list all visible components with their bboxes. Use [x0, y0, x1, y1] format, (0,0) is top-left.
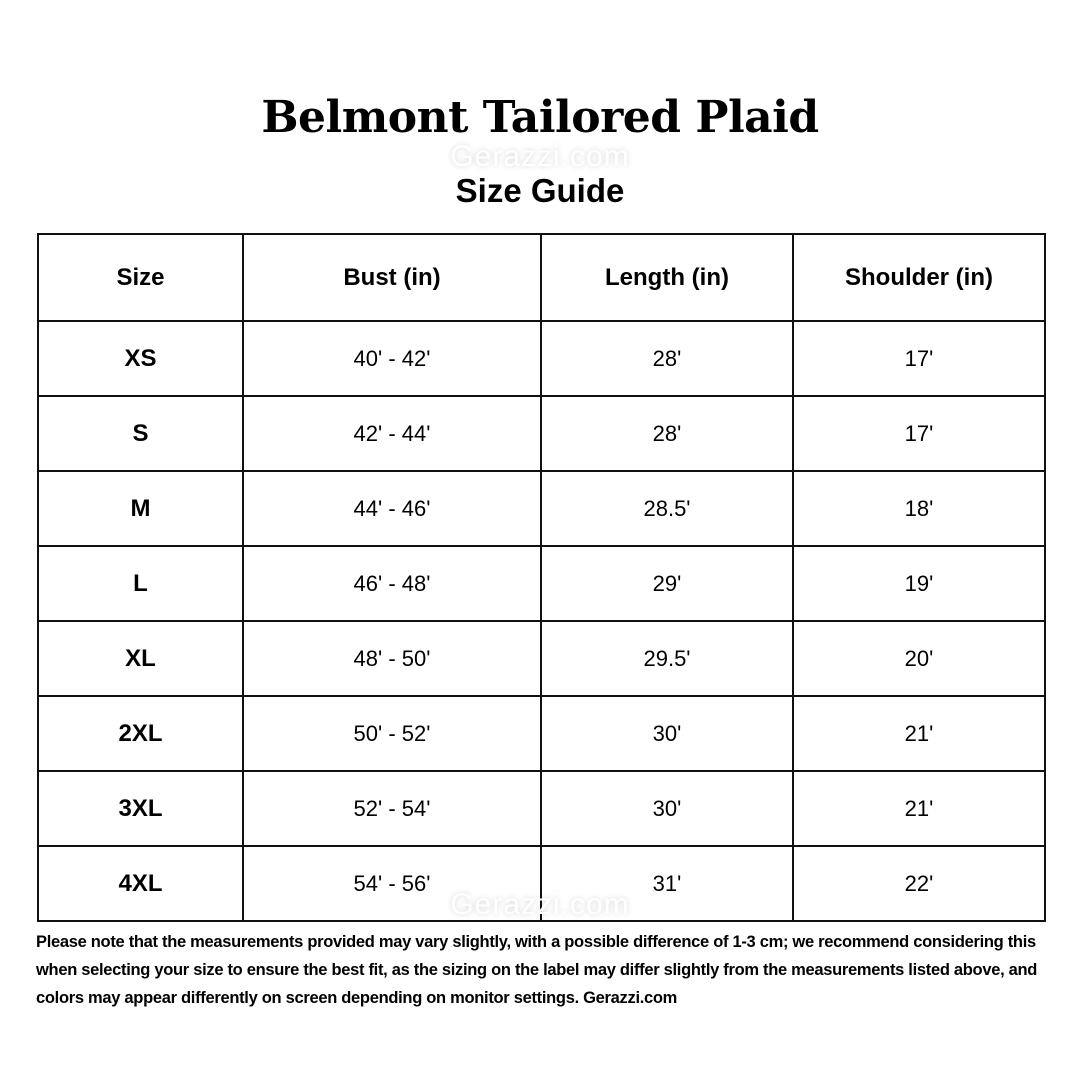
- table-row: S 42' - 44' 28' 17': [37, 395, 1046, 472]
- cell-size: XL: [37, 620, 244, 697]
- cell-size: L: [37, 545, 244, 622]
- table-row: 3XL 52' - 54' 30' 21': [37, 770, 1046, 847]
- cell-length: 28': [540, 320, 794, 397]
- page-title: Belmont Tailored Plaid: [261, 92, 819, 143]
- cell-size: 3XL: [37, 770, 244, 847]
- cell-shoulder: 22': [792, 845, 1046, 922]
- cell-shoulder: 17': [792, 320, 1046, 397]
- cell-size: 4XL: [37, 845, 244, 922]
- cell-shoulder: 18': [792, 470, 1046, 547]
- header-length: Length (in): [540, 233, 794, 322]
- cell-length: 30': [540, 695, 794, 772]
- cell-length: 28.5': [540, 470, 794, 547]
- cell-bust: 52' - 54': [242, 770, 542, 847]
- cell-shoulder: 19': [792, 545, 1046, 622]
- cell-bust: 40' - 42': [242, 320, 542, 397]
- page-subtitle: Size Guide: [455, 172, 625, 209]
- cell-bust: 48' - 50': [242, 620, 542, 697]
- table-row: M 44' - 46' 28.5' 18': [37, 470, 1046, 547]
- cell-bust: 44' - 46': [242, 470, 542, 547]
- disclaimer-note: Please note that the measurements provid…: [36, 933, 1038, 1007]
- table-header-row: Size Bust (in) Length (in) Shoulder (in): [37, 233, 1046, 322]
- cell-shoulder: 20': [792, 620, 1046, 697]
- table-row: XL 48' - 50' 29.5' 20': [37, 620, 1046, 697]
- table-row: 4XL 54' - 56' 31' 22': [37, 845, 1046, 922]
- cell-length: 28': [540, 395, 794, 472]
- cell-bust: 50' - 52': [242, 695, 542, 772]
- cell-shoulder: 17': [792, 395, 1046, 472]
- header-size: Size: [37, 233, 244, 322]
- cell-size: 2XL: [37, 695, 244, 772]
- cell-size: M: [37, 470, 244, 547]
- cell-length: 29': [540, 545, 794, 622]
- cell-bust: 54' - 56': [242, 845, 542, 922]
- cell-shoulder: 21': [792, 770, 1046, 847]
- cell-size: S: [37, 395, 244, 472]
- table-row: XS 40' - 42' 28' 17': [37, 320, 1046, 397]
- cell-bust: 46' - 48': [242, 545, 542, 622]
- cell-shoulder: 21': [792, 695, 1046, 772]
- cell-bust: 42' - 44': [242, 395, 542, 472]
- watermark-bottom: Gerazzi.com: [450, 888, 630, 921]
- cell-length: 31': [540, 845, 794, 922]
- table-row: L 46' - 48' 29' 19': [37, 545, 1046, 622]
- size-table: Size Bust (in) Length (in) Shoulder (in)…: [37, 233, 1046, 922]
- cell-length: 29.5': [540, 620, 794, 697]
- header-bust: Bust (in): [242, 233, 542, 322]
- watermark-top: Gerazzi.com: [450, 140, 630, 173]
- cell-length: 30': [540, 770, 794, 847]
- header-shoulder: Shoulder (in): [792, 233, 1046, 322]
- cell-size: XS: [37, 320, 244, 397]
- table-row: 2XL 50' - 52' 30' 21': [37, 695, 1046, 772]
